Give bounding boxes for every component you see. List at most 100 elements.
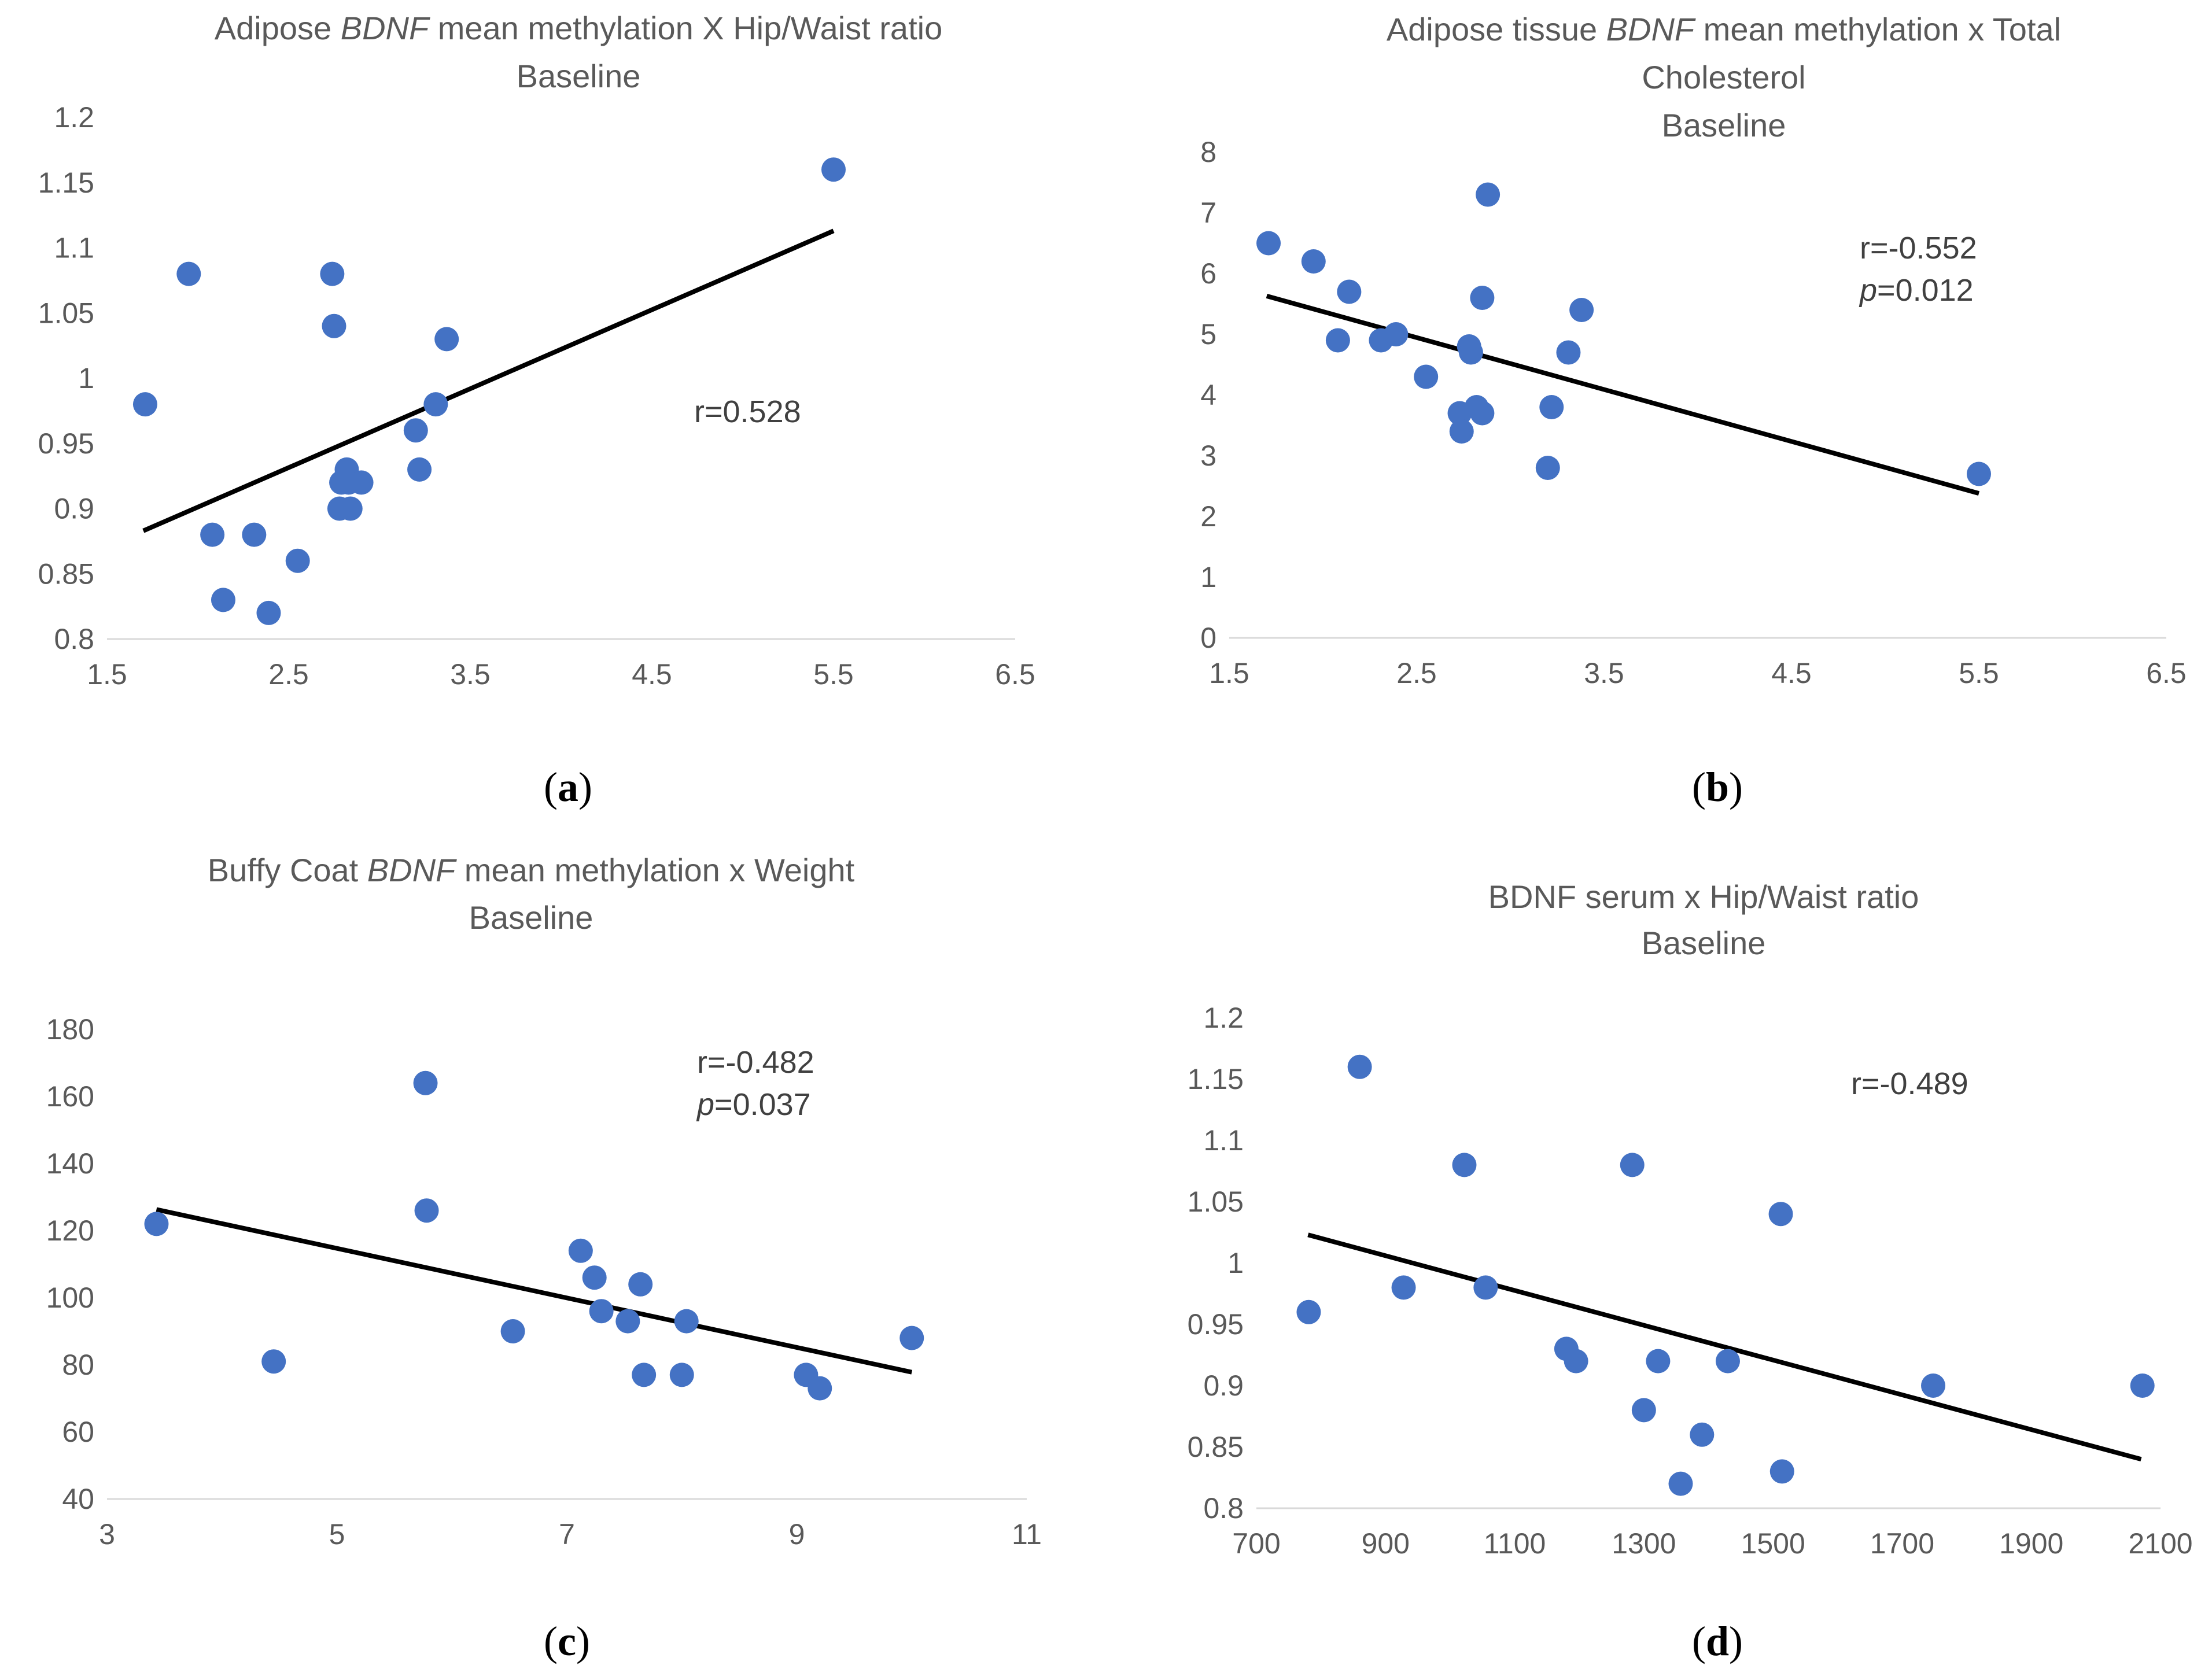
x-tick-label: 7 bbox=[559, 1518, 575, 1550]
data-point bbox=[808, 1376, 832, 1401]
y-tick-label: 80 bbox=[62, 1349, 94, 1381]
chart-panel-1: Adipose BDNF mean methylation X Hip/Wais… bbox=[38, 10, 1035, 810]
y-tick-label: 120 bbox=[46, 1214, 94, 1247]
data-point bbox=[1476, 182, 1500, 207]
trendline bbox=[1266, 293, 1980, 496]
data-point bbox=[821, 157, 846, 182]
data-point bbox=[899, 1325, 924, 1350]
data-point bbox=[1384, 322, 1409, 346]
data-point bbox=[628, 1272, 653, 1297]
x-tick-label: 3 bbox=[99, 1518, 115, 1550]
x-tick-label: 9 bbox=[789, 1518, 805, 1550]
y-tick-label: 40 bbox=[62, 1483, 94, 1515]
data-point bbox=[1414, 364, 1439, 389]
data-point bbox=[1256, 231, 1281, 256]
panel-label: (b) bbox=[1692, 764, 1743, 810]
y-tick-label: 1 bbox=[1227, 1247, 1244, 1279]
data-point bbox=[589, 1299, 614, 1324]
x-tick-label: 1100 bbox=[1484, 1527, 1546, 1560]
y-tick-label: 7 bbox=[1200, 197, 1216, 229]
y-tick-label: 8 bbox=[1200, 136, 1216, 168]
chart-title-gene: BDNF bbox=[341, 10, 430, 46]
data-point bbox=[132, 392, 157, 417]
chart-title-gene: BDNF bbox=[367, 852, 457, 888]
chart-subtitle: Baseline bbox=[1662, 107, 1786, 143]
chart-title-line2: Cholesterol bbox=[1642, 59, 1805, 95]
x-tick-label: 1.5 bbox=[87, 658, 127, 691]
data-point bbox=[413, 1070, 438, 1095]
y-tick-label: 0.85 bbox=[38, 557, 94, 590]
data-point bbox=[1631, 1398, 1656, 1423]
panel-label: (a) bbox=[544, 764, 592, 810]
data-point bbox=[1301, 249, 1326, 274]
y-tick-label: 0.8 bbox=[54, 623, 94, 655]
x-tick-label: 3.5 bbox=[450, 658, 491, 691]
data-point bbox=[1391, 1275, 1416, 1300]
y-tick-label: 1.2 bbox=[54, 101, 94, 134]
data-point bbox=[1452, 1153, 1477, 1177]
correlation-annotation: r=-0.489 bbox=[1851, 1066, 1968, 1101]
panel-label-paren: ( bbox=[1692, 764, 1706, 810]
x-tick-label: 4.5 bbox=[632, 658, 672, 691]
y-tick-label: 180 bbox=[46, 1013, 94, 1046]
chart-panel-2: Adipose tissue BDNF mean methylation x T… bbox=[1200, 11, 2187, 810]
data-point bbox=[500, 1319, 525, 1343]
panel-label-paren: ) bbox=[576, 1618, 590, 1664]
chart-title-part: Buffy Coat bbox=[208, 852, 367, 888]
data-point bbox=[1620, 1153, 1645, 1177]
data-point bbox=[1921, 1373, 1946, 1398]
data-point bbox=[322, 313, 346, 338]
p-value: =0.012 bbox=[1877, 273, 1974, 308]
data-point bbox=[1296, 1299, 1321, 1324]
y-tick-label: 0.95 bbox=[38, 427, 94, 460]
data-point bbox=[1539, 395, 1564, 419]
data-point bbox=[582, 1265, 607, 1290]
y-tick-label: 140 bbox=[46, 1147, 94, 1180]
y-tick-label: 0.95 bbox=[1188, 1308, 1244, 1341]
data-point bbox=[2130, 1373, 2155, 1398]
panel-label-paren: ( bbox=[544, 764, 558, 810]
y-tick-label: 5 bbox=[1200, 318, 1216, 350]
data-point bbox=[1768, 1202, 1793, 1227]
p-value: =0.037 bbox=[714, 1087, 811, 1122]
data-point bbox=[242, 522, 267, 547]
data-point bbox=[144, 1212, 169, 1236]
y-tick-label: 1.05 bbox=[1188, 1186, 1244, 1218]
data-point bbox=[407, 457, 432, 482]
data-point bbox=[1347, 1054, 1372, 1079]
y-tick-label: 0 bbox=[1200, 622, 1216, 654]
data-point bbox=[1967, 461, 1991, 486]
x-tick-label: 5.5 bbox=[1959, 657, 1999, 689]
correlation-annotation: r=0.528 bbox=[694, 394, 801, 429]
y-tick-label: 3 bbox=[1200, 440, 1216, 472]
chart-title: BDNF serum x Hip/Waist ratio bbox=[1488, 878, 1919, 915]
y-tick-label: 1.05 bbox=[38, 297, 94, 329]
data-point bbox=[285, 548, 310, 573]
y-tick-label: 1 bbox=[78, 362, 94, 394]
x-tick-label: 1700 bbox=[1870, 1527, 1934, 1560]
y-tick-label: 0.9 bbox=[1203, 1369, 1244, 1402]
p-symbol: p bbox=[696, 1087, 714, 1122]
trendline bbox=[156, 1207, 913, 1375]
chart-title-part: mean methylation x Weight bbox=[455, 852, 854, 888]
chart-subtitle: Baseline bbox=[1642, 925, 1766, 961]
y-tick-label: 6 bbox=[1200, 257, 1216, 290]
x-tick-label: 2100 bbox=[2128, 1527, 2192, 1560]
chart-title: Adipose BDNF mean methylation X Hip/Wais… bbox=[215, 10, 942, 46]
x-tick-label: 1.5 bbox=[1209, 657, 1249, 689]
x-tick-label: 2.5 bbox=[268, 658, 309, 691]
data-point bbox=[338, 496, 363, 521]
data-point bbox=[1690, 1422, 1715, 1447]
chart-title-part: BDNF serum x Hip/Waist ratio bbox=[1488, 878, 1919, 915]
data-point bbox=[261, 1349, 286, 1374]
x-tick-label: 6.5 bbox=[2146, 657, 2187, 689]
data-point bbox=[1473, 1275, 1498, 1300]
panel-label-letter: d bbox=[1706, 1618, 1729, 1664]
data-point bbox=[1535, 456, 1560, 480]
y-tick-label: 0.85 bbox=[1188, 1431, 1244, 1463]
x-tick-label: 700 bbox=[1232, 1527, 1280, 1560]
y-tick-label: 1 bbox=[1200, 561, 1216, 593]
data-point bbox=[632, 1363, 657, 1387]
chart-title-part: Adipose bbox=[215, 10, 341, 46]
